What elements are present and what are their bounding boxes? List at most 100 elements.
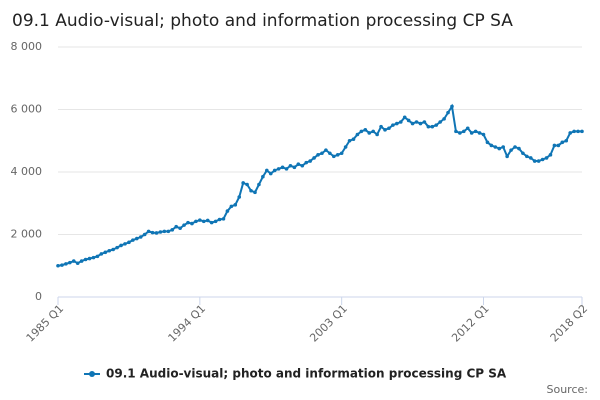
data-point [103, 250, 108, 255]
data-point [107, 248, 112, 253]
data-point [75, 261, 80, 266]
data-point [142, 232, 147, 237]
data-point [398, 120, 403, 124]
data-point [154, 231, 159, 235]
data-point [454, 129, 458, 134]
data-point [481, 132, 486, 137]
data-point [497, 146, 502, 151]
data-point [209, 220, 214, 225]
data-point [485, 140, 490, 145]
data-point [473, 129, 478, 134]
data-point [355, 132, 360, 137]
data-point [347, 138, 352, 143]
data-point [580, 129, 584, 134]
data-point [60, 263, 64, 267]
data-point [87, 256, 92, 261]
data-point [198, 218, 202, 222]
data-point [79, 259, 84, 263]
data-point [324, 148, 328, 152]
data-point [201, 219, 206, 224]
data-point [296, 162, 301, 166]
data-point [521, 151, 525, 156]
data-point [375, 132, 379, 137]
data-point [217, 217, 222, 222]
data-point [501, 145, 506, 149]
data-point [257, 182, 261, 187]
data-point [493, 145, 498, 149]
data-point [308, 159, 312, 163]
data-point [465, 126, 470, 131]
data-point [363, 128, 368, 132]
data-point [462, 129, 466, 134]
data-point [123, 242, 127, 246]
chart-title: 09.1 Audio-visual; photo and information… [12, 11, 513, 31]
data-point [174, 224, 178, 229]
data-point [99, 252, 104, 256]
data-point [402, 115, 407, 120]
data-point [245, 182, 249, 187]
data-point [418, 121, 423, 126]
data-point [458, 131, 462, 135]
series-line [57, 103, 582, 267]
data-point [532, 159, 537, 163]
data-point [525, 154, 529, 159]
x-tick-label: 2012 Q1 [449, 302, 492, 345]
data-point [111, 247, 115, 252]
data-point [134, 236, 139, 241]
data-point [249, 188, 253, 193]
data-point [150, 230, 155, 235]
data-point [430, 124, 435, 129]
data-point [268, 171, 273, 176]
data-point [162, 229, 167, 234]
data-point [280, 165, 285, 170]
data-point [166, 229, 171, 234]
data-point [438, 120, 442, 124]
data-point [560, 140, 565, 145]
legend-label: 09.1 Audio-visual; photo and information… [106, 367, 507, 381]
data-point [316, 153, 320, 157]
data-point [434, 123, 439, 127]
data-point [328, 151, 332, 156]
data-point [213, 219, 218, 224]
data-point [146, 229, 151, 234]
data-point [253, 190, 257, 195]
data-point [359, 129, 364, 134]
data-point [564, 138, 569, 143]
data-point [544, 156, 549, 160]
data-point [186, 220, 190, 225]
data-point [119, 243, 123, 248]
data-point [138, 235, 143, 239]
y-tick-label: 4 000 [11, 165, 43, 178]
data-point [335, 153, 340, 157]
data-point [391, 123, 395, 127]
data-point [513, 145, 517, 149]
data-point [367, 131, 372, 135]
data-point [379, 124, 383, 129]
data-point [556, 143, 561, 148]
data-point [300, 163, 305, 168]
data-point [320, 151, 324, 156]
data-point [241, 181, 245, 185]
data-point [528, 156, 533, 160]
data-point [261, 174, 265, 179]
data-point [170, 228, 175, 232]
data-point [383, 128, 387, 132]
data-point [71, 259, 76, 263]
data-point [414, 120, 419, 124]
data-point [225, 209, 230, 213]
data-point [343, 145, 348, 149]
data-point [194, 219, 198, 224]
data-point [91, 255, 96, 260]
data-point [450, 104, 454, 109]
data-point [284, 167, 289, 171]
data-point [304, 160, 309, 165]
x-tick-label: 1994 Q1 [166, 302, 209, 345]
data-point [83, 257, 88, 262]
data-point [265, 168, 269, 173]
data-point [131, 238, 135, 242]
data-point [312, 156, 316, 160]
data-point [395, 121, 399, 126]
data-point [517, 146, 521, 151]
